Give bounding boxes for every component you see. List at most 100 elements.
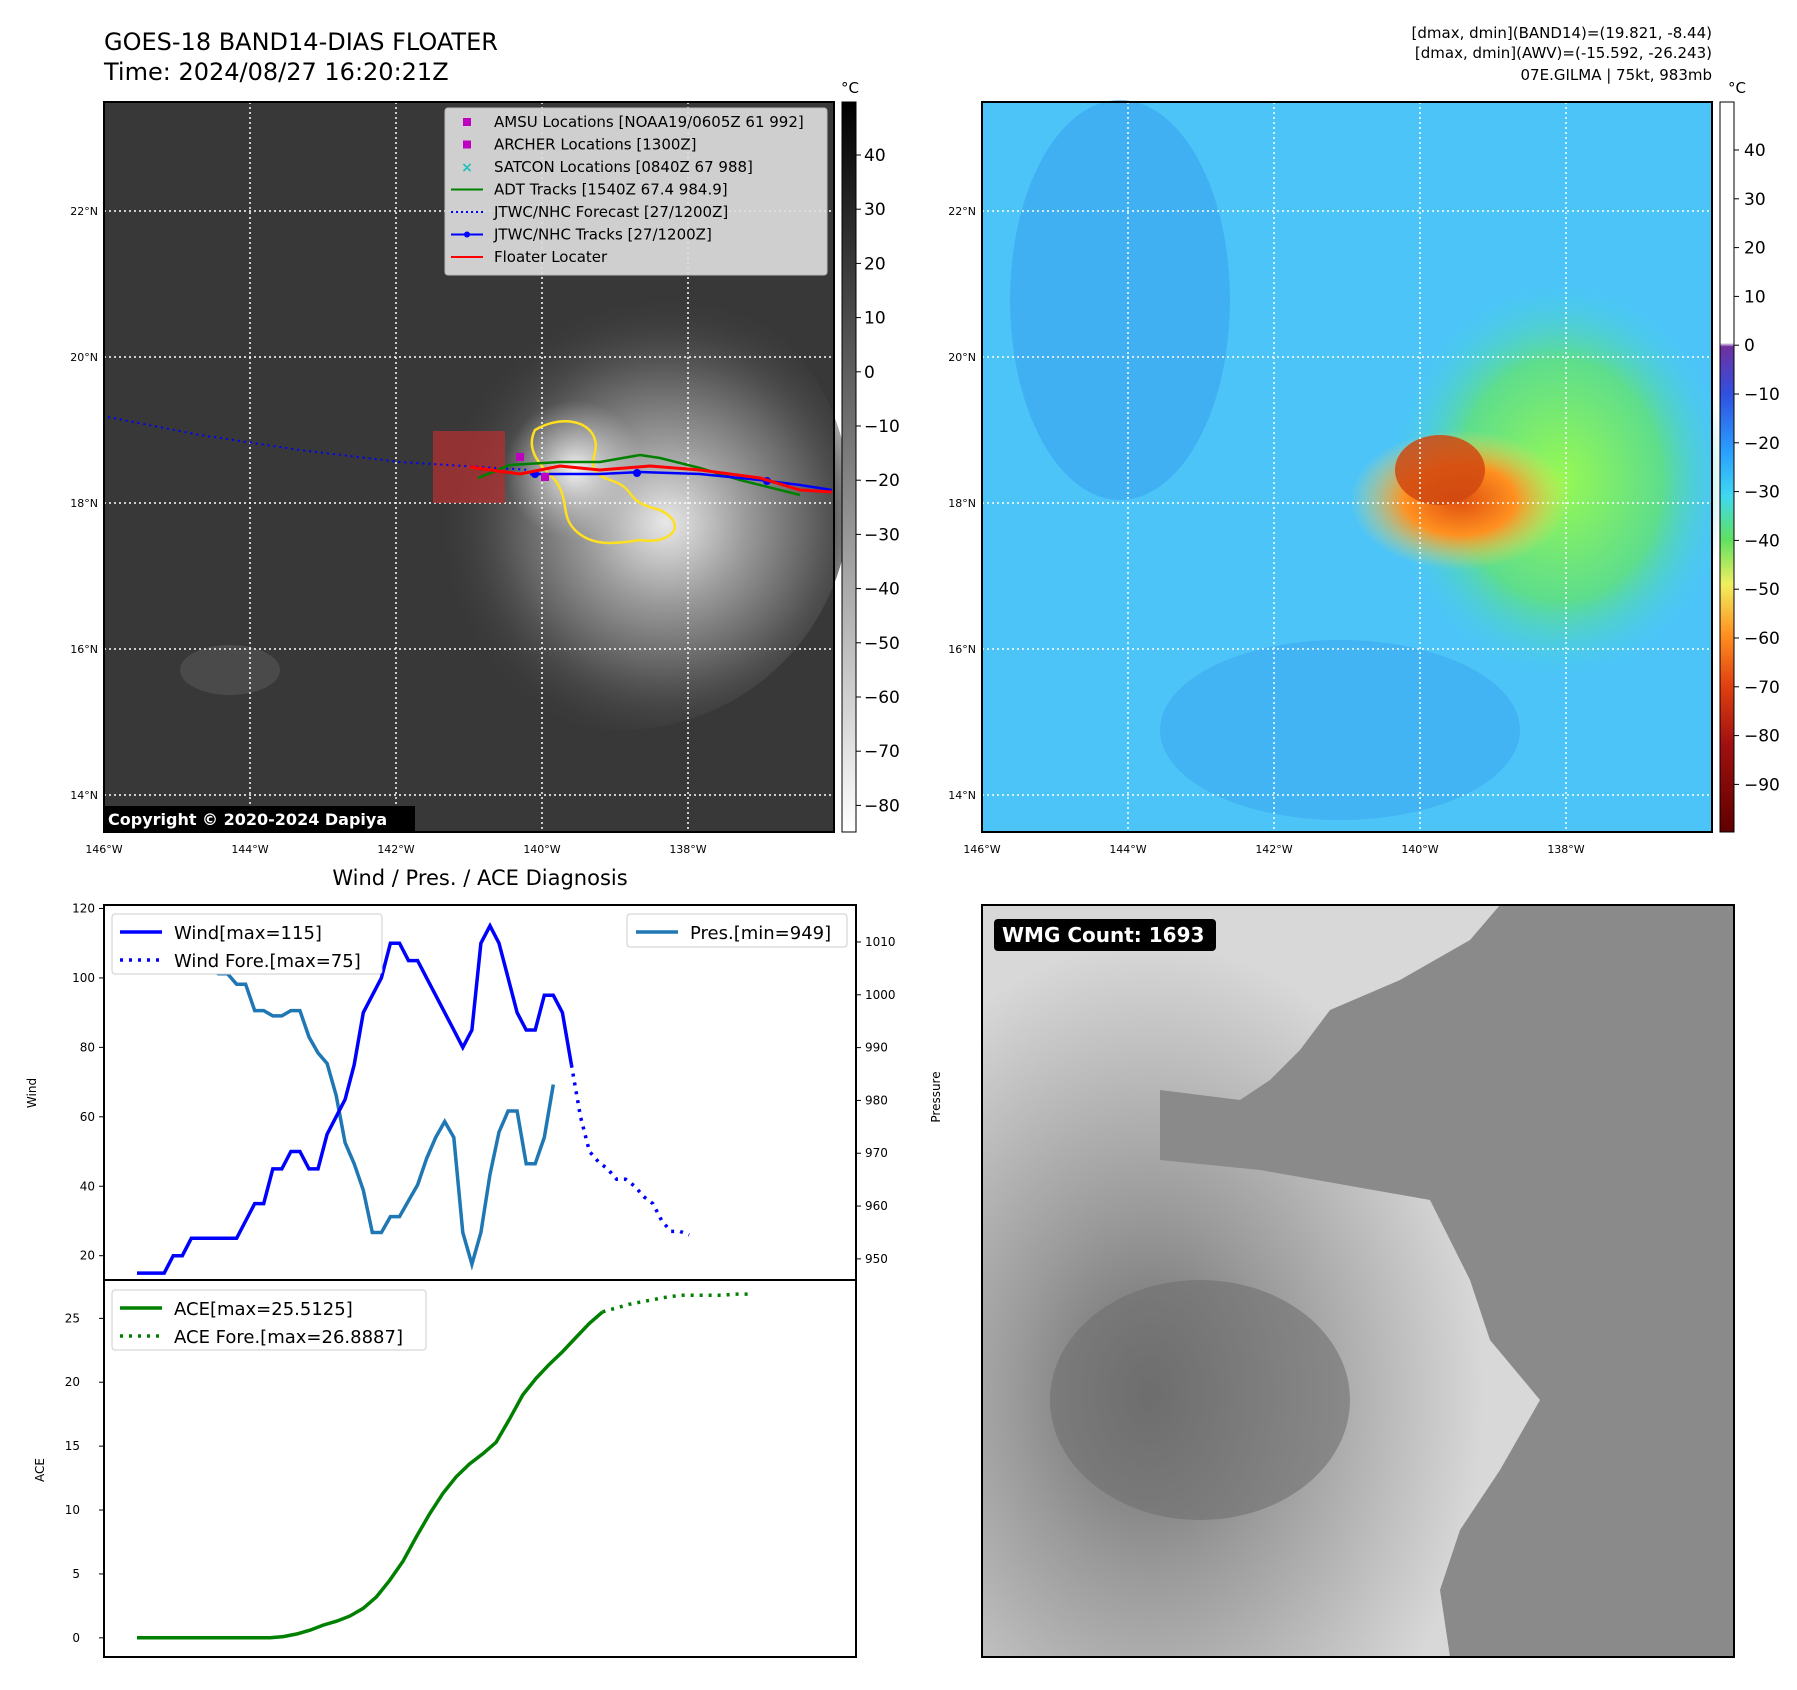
color-map-coldest-top xyxy=(1395,435,1485,505)
wind-tick-label: 100 xyxy=(72,971,95,985)
ace-legend-label: ACE[max=25.5125] xyxy=(174,1299,353,1320)
colorbar-tick-label: −90 xyxy=(1744,775,1780,795)
ir-legend: AMSU Locations [NOAA19/0605Z 61 992] ARCH… xyxy=(444,107,828,276)
wind-pressure-panel: Wind / Pres. / ACE Diagnosis Wind Pressu… xyxy=(25,866,943,1281)
color-map-dry-region xyxy=(1160,640,1520,820)
colorbar-tick-label: 40 xyxy=(1744,141,1766,161)
wind-forecast-series xyxy=(569,1064,690,1237)
wind-tick-label: 40 xyxy=(80,1179,95,1193)
lat-label: 22°N xyxy=(70,205,98,218)
lon-label: 142°W xyxy=(377,843,414,856)
wmg-eye-region xyxy=(1050,1280,1350,1520)
jtwc-track-point xyxy=(633,469,641,477)
pressure-tick-label: 950 xyxy=(865,1252,888,1266)
colorbar-tick-label: −70 xyxy=(864,742,900,762)
lat-label: 20°N xyxy=(948,351,976,364)
colorbar-tick-label: −40 xyxy=(864,580,900,600)
wind-tick-label: 60 xyxy=(80,1110,95,1124)
colorbar-tick-label: −40 xyxy=(1744,531,1780,551)
color-map-dry-region xyxy=(1010,100,1230,500)
colorbar-tick-label: −30 xyxy=(1744,483,1780,503)
wind-axis-label: Wind xyxy=(25,1078,39,1108)
wind-tick-label: 80 xyxy=(80,1040,95,1054)
ace-legend xyxy=(111,1289,427,1351)
lat-label: 20°N xyxy=(70,351,98,364)
adt-track xyxy=(477,453,801,497)
legend-entry: JTWC/NHC Tracks [27/1200Z] xyxy=(493,226,712,244)
copyright-text: Copyright © 2020-2024 Dapiya xyxy=(108,810,387,829)
ace-panel: ACE 0 5 10 15 20 25 ACE[max=25.5125] ACE Fore… xyxy=(33,1279,857,1658)
legend-entry: AMSU Locations [NOAA19/0605Z 61 992] xyxy=(494,113,804,131)
copyright-bg xyxy=(104,806,415,831)
lat-label: 16°N xyxy=(70,643,98,656)
colorbar-tick-label: 30 xyxy=(864,200,886,220)
pressure-tick-label: 960 xyxy=(865,1199,888,1213)
color-map-panel: 22°N 20°N 18°N 16°N 14°N 146°W 144°W 142°W 140°… xyxy=(948,79,1780,856)
amsu-marker xyxy=(516,453,524,461)
ir-cloud-patch xyxy=(180,645,280,695)
legend-entry: ARCHER Locations [1300Z] xyxy=(494,136,697,154)
colorbar-tick-label: 0 xyxy=(864,363,875,383)
lat-label: 18°N xyxy=(948,497,976,510)
legend-entry: ADT Tracks [1540Z 67.4 984.9] xyxy=(494,181,728,199)
colorbar-tick-label: −60 xyxy=(864,688,900,708)
ace-tick-label: 15 xyxy=(65,1439,80,1453)
pressure-tick-label: 980 xyxy=(865,1093,888,1107)
ace-tick-label: 20 xyxy=(65,1375,80,1389)
ace-tick-label: 25 xyxy=(65,1311,80,1325)
ir-cloud-core xyxy=(505,400,645,540)
color-colorbar xyxy=(1719,101,1735,833)
colorbar-tick-label: −30 xyxy=(864,525,900,545)
colorbar-tick-label: −20 xyxy=(1744,434,1780,454)
lon-label: 146°W xyxy=(963,843,1000,856)
lon-label: 146°W xyxy=(85,843,122,856)
wind-series xyxy=(137,922,574,1275)
ace-series xyxy=(137,1310,604,1640)
wind-legend-label: Wind[max=115] xyxy=(174,923,322,944)
colorbar-tick-label: 30 xyxy=(1744,190,1766,210)
ace-tick-label: 0 xyxy=(72,1631,80,1645)
wmg-count-badge xyxy=(994,919,1216,951)
legend-marker xyxy=(463,140,471,149)
wmg-count-label: WMG Count: 1693 xyxy=(1002,923,1204,947)
lat-label: 14°N xyxy=(948,789,976,802)
gray-colorbar-unit: °C xyxy=(841,79,859,97)
legend-entry: SATCON Locations [0840Z 67 988] xyxy=(494,158,753,176)
pressure-tick-label: 990 xyxy=(865,1041,888,1055)
wind-fore-legend-label: Wind Fore.[max=75] xyxy=(174,951,361,972)
colorbar-tick-label: 40 xyxy=(864,146,886,166)
ace-tick-label: 5 xyxy=(72,1567,80,1581)
legend-entry: JTWC/NHC Forecast [27/1200Z] xyxy=(493,203,728,221)
floater-track xyxy=(469,464,833,494)
colorbar-tick-label: 10 xyxy=(864,309,886,329)
colorbar-tick-label: −10 xyxy=(1744,385,1780,405)
ir-map-panel: AMSU Locations [NOAA19/0605Z 61 992] ARCH… xyxy=(70,79,900,856)
diagnosis-title: Wind / Pres. / ACE Diagnosis xyxy=(332,866,627,890)
jtwc-best-track xyxy=(530,470,833,492)
pressure-tick-label: 970 xyxy=(865,1146,888,1160)
lat-label: 14°N xyxy=(70,789,98,802)
figure-title: GOES-18 BAND14-DIAS FLOATER xyxy=(104,28,498,56)
wind-legend xyxy=(111,913,383,975)
gray-colorbar xyxy=(841,101,857,833)
colorbar-tick-label: −70 xyxy=(1744,678,1780,698)
colorbar-tick-label: −80 xyxy=(1744,727,1780,747)
lat-label: 18°N xyxy=(70,497,98,510)
colorbar-tick-label: 0 xyxy=(1744,336,1755,356)
colorbar-tick-label: −50 xyxy=(1744,580,1780,600)
lon-label: 142°W xyxy=(1255,843,1292,856)
ace-axis-label: ACE xyxy=(33,1458,47,1482)
info-storm: 07E.GILMA | 75kt, 983mb xyxy=(1521,66,1712,84)
pressure-legend xyxy=(626,913,848,948)
jtwc-forecast-track xyxy=(107,416,531,471)
wind-tick-label: 120 xyxy=(72,901,95,915)
colorbar-tick-label: −10 xyxy=(864,417,900,437)
legend-marker: × xyxy=(461,160,473,176)
color-grid xyxy=(982,102,1712,832)
colorbar-tick-label: 10 xyxy=(1744,287,1766,307)
colorbar-tick-label: −60 xyxy=(1744,629,1780,649)
ace-tick-label: 10 xyxy=(65,1503,80,1517)
lon-label: 144°W xyxy=(1109,843,1146,856)
ir-legend-box xyxy=(444,107,828,276)
colorbar-tick-label: 20 xyxy=(864,254,886,274)
